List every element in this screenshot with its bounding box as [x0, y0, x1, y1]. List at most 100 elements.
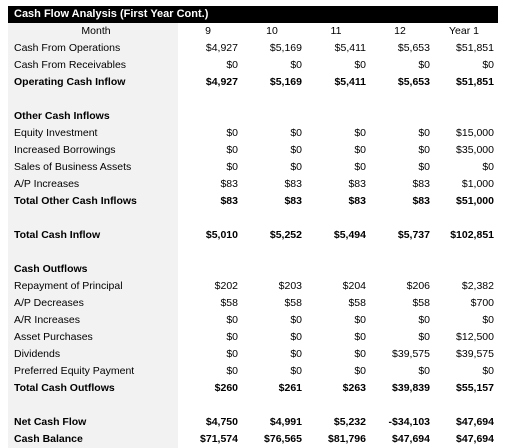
table-row: A/R Increases $0 $0 $0 $0 $0 — [8, 312, 498, 329]
value-cell: $0 — [418, 144, 430, 156]
table-row: Cash From Receivables $0 $0 $0 $0 $0 — [8, 57, 498, 74]
value-cell: $76,565 — [264, 433, 302, 445]
value-cell: $0 — [226, 331, 238, 343]
value-cell: $261 — [278, 382, 302, 394]
table-row: A/P Increases $83 $83 $83 $83 $1,000 — [8, 176, 498, 193]
value-cell: $5,411 — [334, 42, 366, 54]
row-label: Net Cash Flow — [8, 414, 178, 431]
total-row: Total Cash Inflow $5,010 $5,252 $5,494 $5,73… — [8, 227, 498, 244]
empty-cell — [178, 108, 242, 125]
spacer-cell — [434, 91, 498, 108]
value-cell: $2,382 — [461, 280, 494, 292]
cash-flow-table: Month 9 10 11 12 Year 1 Cash From Operat… — [8, 23, 498, 448]
table-row: Sales of Business Assets $0 $0 $0 $0 $0 — [8, 159, 498, 176]
table-row: Preferred Equity Payment $0 $0 $0 $0 $0 — [8, 363, 498, 380]
row-label: Total Cash Outflows — [8, 380, 178, 397]
value-cell: $81,796 — [328, 433, 366, 445]
header-col: 9 — [205, 25, 211, 37]
row-label: Operating Cash Inflow — [8, 74, 178, 91]
value-cell: $39,839 — [392, 382, 430, 394]
value-cell: $15,000 — [456, 127, 494, 139]
value-cell: $0 — [354, 127, 366, 139]
spacer-cell — [370, 91, 434, 108]
spacer-cell — [178, 91, 242, 108]
spacer-cell — [242, 91, 306, 108]
empty-cell — [178, 261, 242, 278]
value-cell: $0 — [226, 365, 238, 377]
spacer-cell — [434, 244, 498, 261]
empty-cell — [434, 261, 498, 278]
value-cell: $0 — [290, 331, 302, 343]
spacer-cell — [8, 397, 178, 414]
table-row: A/P Decreases $58 $58 $58 $58 $700 — [8, 295, 498, 312]
value-cell: $5,494 — [333, 229, 366, 241]
empty-cell — [306, 261, 370, 278]
spacer-cell — [306, 397, 370, 414]
spacer-row — [8, 397, 498, 414]
cash-flow-sheet: Cash Flow Analysis (First Year Cont.) Mo… — [8, 6, 498, 448]
table-row: Equity Investment $0 $0 $0 $0 $15,000 — [8, 125, 498, 142]
header-col: 12 — [394, 25, 406, 37]
value-cell: $0 — [226, 314, 238, 326]
value-cell: $0 — [226, 144, 238, 156]
value-cell: $83 — [348, 178, 366, 190]
section-header-label: Cash Outflows — [8, 261, 178, 278]
total-row: Cash Balance $71,574 $76,565 $81,796 $47,694… — [8, 431, 498, 448]
spacer-cell — [370, 244, 434, 261]
row-label: Preferred Equity Payment — [8, 363, 178, 380]
value-cell: $260 — [214, 382, 238, 394]
row-label: A/P Decreases — [8, 295, 178, 312]
value-cell: $71,574 — [200, 433, 238, 445]
value-cell: $1,000 — [461, 178, 494, 190]
value-cell: $0 — [354, 331, 366, 343]
spacer-cell — [178, 244, 242, 261]
spacer-cell — [242, 244, 306, 261]
value-cell: $5,411 — [334, 76, 366, 88]
total-row: Total Other Cash Inflows $83 $83 $83 $83 $51,… — [8, 193, 498, 210]
value-cell: $0 — [418, 314, 430, 326]
value-cell: $0 — [226, 161, 238, 173]
value-cell: $263 — [342, 382, 366, 394]
table-row: Asset Purchases $0 $0 $0 $0 $12,500 — [8, 329, 498, 346]
value-cell: $51,000 — [456, 195, 494, 207]
spacer-cell — [370, 210, 434, 227]
value-cell: $0 — [290, 161, 302, 173]
value-cell: $0 — [482, 365, 494, 377]
spacer-cell — [306, 244, 370, 261]
value-cell: -$34,103 — [388, 416, 430, 428]
table-row: Dividends $0 $0 $0 $39,575 $39,575 — [8, 346, 498, 363]
section-header-row: Cash Outflows — [8, 261, 498, 278]
value-cell: $83 — [412, 178, 430, 190]
spacer-row — [8, 210, 498, 227]
value-cell: $0 — [482, 59, 494, 71]
row-label: Dividends — [8, 346, 178, 363]
value-cell: $51,851 — [456, 76, 494, 88]
value-cell: $4,927 — [205, 42, 238, 54]
spacer-cell — [370, 397, 434, 414]
spacer-cell — [306, 210, 370, 227]
value-cell: $0 — [418, 331, 430, 343]
value-cell: $0 — [290, 127, 302, 139]
value-cell: $47,694 — [456, 416, 494, 428]
value-cell: $39,575 — [392, 348, 430, 360]
sheet-title: Cash Flow Analysis (First Year Cont.) — [8, 6, 498, 23]
value-cell: $700 — [470, 297, 494, 309]
value-cell: $5,737 — [397, 229, 430, 241]
value-cell: $83 — [348, 195, 366, 207]
empty-cell — [306, 108, 370, 125]
value-cell: $5,653 — [397, 42, 430, 54]
spacer-cell — [434, 397, 498, 414]
value-cell: $58 — [348, 297, 366, 309]
row-label: A/P Increases — [8, 176, 178, 193]
empty-cell — [370, 108, 434, 125]
value-cell: $4,750 — [205, 416, 238, 428]
spacer-cell — [306, 91, 370, 108]
empty-cell — [242, 261, 306, 278]
spacer-cell — [8, 91, 178, 108]
value-cell: $83 — [284, 178, 302, 190]
value-cell: $0 — [290, 348, 302, 360]
value-cell: $55,157 — [456, 382, 494, 394]
empty-cell — [242, 108, 306, 125]
value-cell: $47,694 — [456, 433, 494, 445]
row-label: Cash Balance — [8, 431, 178, 448]
